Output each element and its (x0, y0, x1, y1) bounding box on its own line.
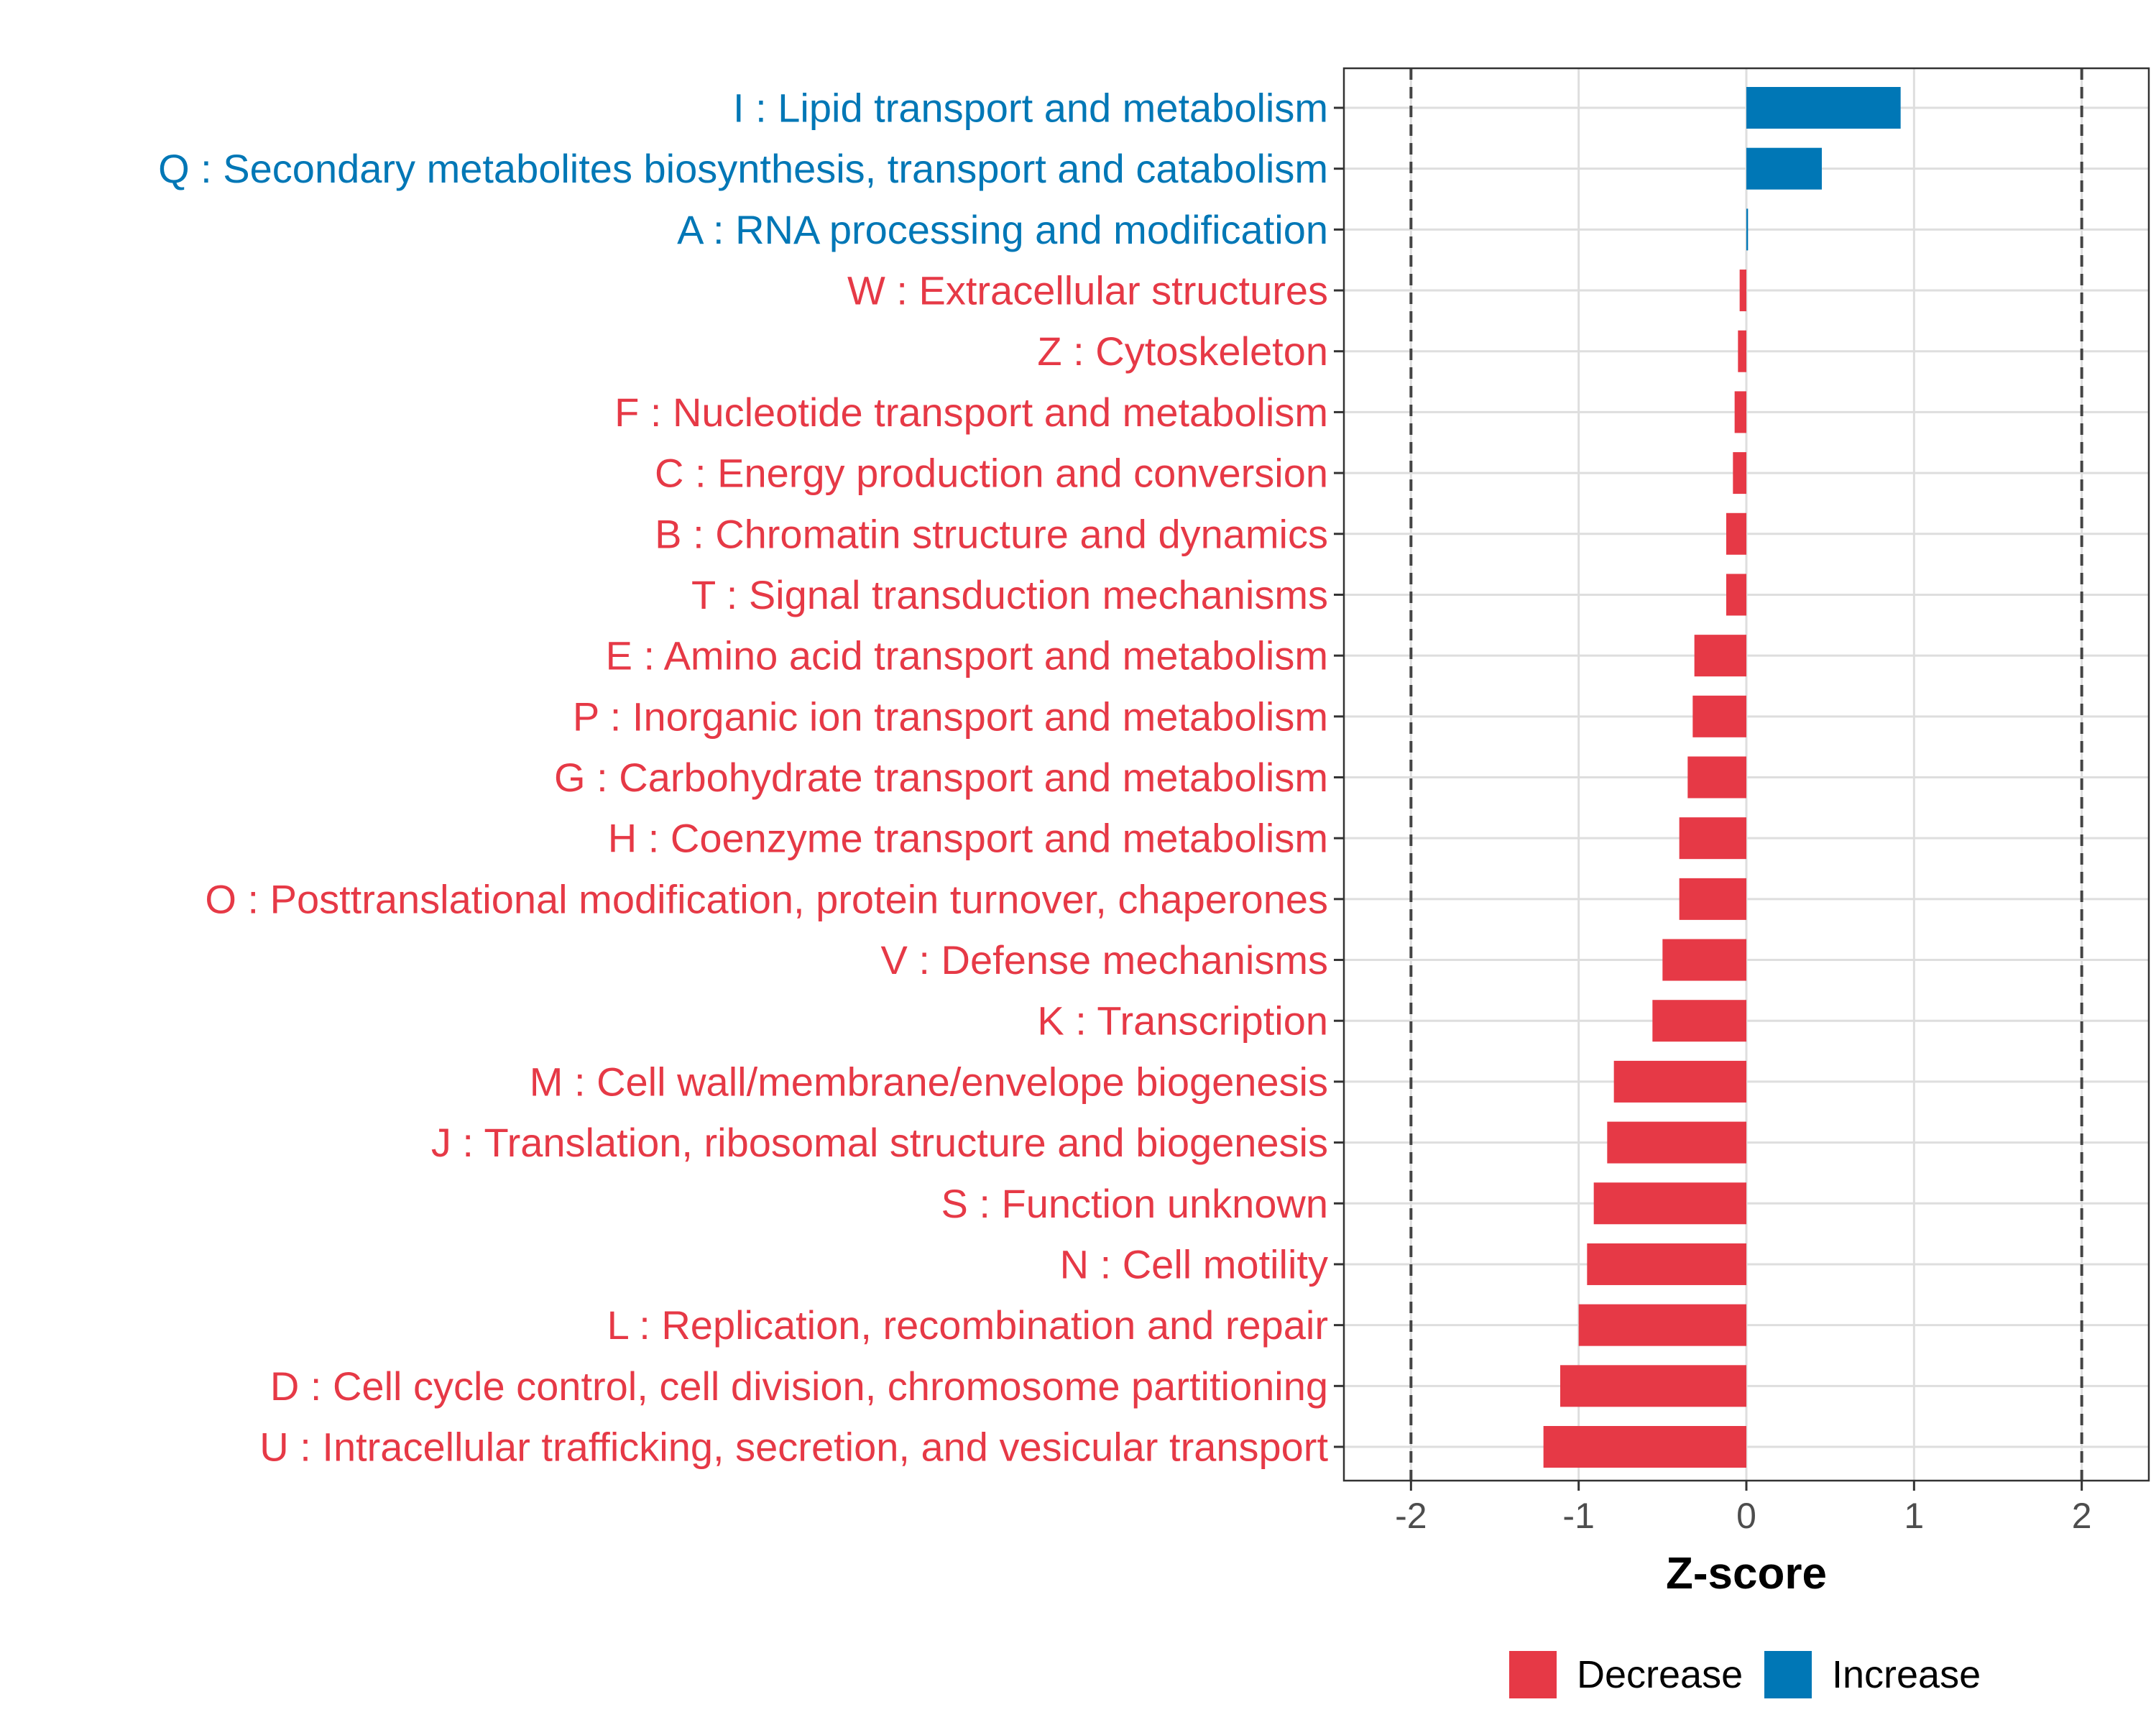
y-axis-category-labels: I : Lipid transport and metabolism Q : Se… (158, 86, 1328, 1470)
bar (1738, 330, 1746, 372)
y-category-label: V : Defense mechanisms (881, 937, 1328, 983)
y-category-label: L : Replication, recombination and repai… (607, 1302, 1328, 1348)
x-axis-title: Z-score (1666, 1549, 1827, 1598)
legend-key (1509, 1651, 1557, 1698)
y-category-label: Z : Cytoskeleton (1037, 328, 1328, 374)
bar (1593, 1182, 1746, 1225)
y-category-label: C : Energy production and conversion (655, 451, 1328, 496)
x-tick-label: 0 (1736, 1496, 1756, 1536)
bar (1746, 208, 1749, 251)
bar (1613, 1060, 1746, 1103)
bar (1543, 1426, 1746, 1468)
bar (1746, 147, 1822, 190)
x-tick-label: 2 (2072, 1496, 2092, 1536)
y-category-label: W : Extracellular structures (847, 268, 1328, 313)
bar (1692, 695, 1746, 737)
bar (1726, 512, 1746, 555)
y-category-label: A : RNA processing and modification (677, 207, 1328, 252)
x-tick-label: -2 (1395, 1496, 1427, 1536)
bar (1652, 1000, 1746, 1042)
y-category-label: G : Carbohydrate transport and metabolis… (554, 755, 1328, 800)
y-category-label: D : Cell cycle control, cell division, c… (270, 1363, 1328, 1409)
y-category-label: F : Nucleotide transport and metabolism (614, 390, 1328, 435)
x-tick-label: 1 (1904, 1496, 1924, 1536)
y-category-label: P : Inorganic ion transport and metaboli… (573, 694, 1328, 739)
y-category-label: J : Translation, ribosomal structure and… (431, 1120, 1328, 1165)
reference-lines (1409, 68, 2083, 1481)
y-category-label: M : Cell wall/membrane/envelope biogenes… (530, 1059, 1328, 1104)
bar (1746, 87, 1901, 129)
y-category-label: U : Intracellular trafficking, secretion… (259, 1425, 1328, 1470)
legend-label: Decrease (1577, 1653, 1743, 1696)
bar (1662, 939, 1746, 981)
bar (1739, 270, 1746, 312)
y-category-label: E : Amino acid transport and metabolism (606, 633, 1328, 678)
bar (1679, 878, 1746, 920)
y-category-label: B : Chromatin structure and dynamics (655, 511, 1328, 556)
y-category-label: H : Coenzyme transport and metabolism (608, 816, 1328, 861)
legend-label: Increase (1832, 1653, 1981, 1696)
x-tick-label: -1 (1562, 1496, 1594, 1536)
bar (1694, 635, 1746, 677)
bar (1578, 1304, 1746, 1346)
bar (1607, 1121, 1746, 1164)
y-category-label: S : Function unknown (941, 1181, 1328, 1226)
y-category-label: O : Posttranslational modification, prot… (205, 876, 1328, 921)
bar (1734, 391, 1746, 433)
legend-key (1764, 1651, 1812, 1698)
bar (1733, 452, 1746, 494)
bar (1587, 1243, 1746, 1285)
x-axis-ticks: -2 -1 0 1 2 (1395, 1481, 2092, 1536)
legend: Decrease Increase (1509, 1651, 1981, 1698)
bar (1726, 574, 1746, 616)
bars (1543, 87, 1901, 1468)
bar (1560, 1365, 1746, 1407)
bar (1687, 756, 1746, 799)
y-category-label: N : Cell motility (1060, 1241, 1328, 1287)
bar (1679, 817, 1746, 860)
y-category-label: K : Transcription (1037, 998, 1328, 1044)
y-category-label: Q : Secondary metabolites biosynthesis, … (158, 146, 1328, 191)
y-category-label: T : Signal transduction mechanisms (691, 572, 1328, 617)
y-axis-ticks (1334, 106, 1344, 1448)
y-category-label: I : Lipid transport and metabolism (733, 86, 1328, 131)
